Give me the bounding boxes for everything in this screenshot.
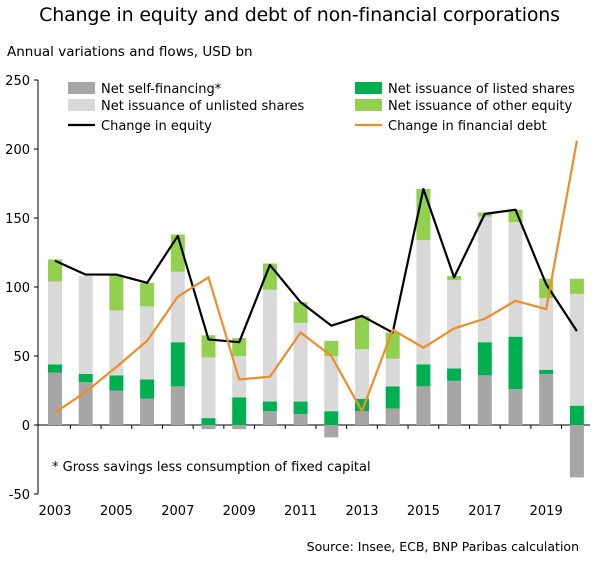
bar-segment [447,280,462,369]
bar-segment [109,390,124,425]
bar-segment [201,425,216,430]
bar-segment [569,425,584,478]
bar-segment [232,397,247,425]
bar-segment [355,411,369,425]
series-line [54,140,578,414]
x-tick-label: 2009 [223,504,256,519]
bar-segment [293,302,308,323]
bar-segment [447,380,462,425]
bar-segment [385,386,400,409]
bar-segment [140,306,155,380]
bar-segment [140,282,155,307]
chart-title: Change in equity and debt of non-financi… [39,4,560,26]
bar-segment [170,386,185,425]
bar-segment [78,373,93,383]
footnote: * Gross savings less consumption of fixe… [52,460,371,475]
bar-segment [477,375,492,425]
bar-segment [48,281,62,365]
legend-swatch [355,82,382,94]
x-tick-label: 2017 [468,504,501,519]
bar-segment [170,271,185,343]
legend-label: Net self-financing* [101,82,222,97]
bar-segment [477,216,492,343]
chart-axes: -50 0 50 100 150 200 250 2003 2005 2007 2009 2011 20… [5,74,590,519]
bar-segment [293,413,308,425]
bar-segment [48,259,62,282]
y-tick-label: 200 [5,143,30,158]
bar-segment [201,418,216,425]
y-tick-label: 50 [13,350,30,365]
legend-label: Change in financial debt [388,119,547,134]
bar-segment [140,398,155,425]
bar-segment [109,310,124,376]
bar-segment [262,289,277,402]
bar-segment [385,358,400,387]
bar-segment [477,342,492,376]
legend-swatch [68,82,95,94]
legend: Net self-financing* Net issuance of liste… [68,82,575,134]
bar-segment [324,356,339,412]
legend-label: Change in equity [101,119,212,134]
series-line [54,187,578,344]
y-tick-label: 0 [22,419,30,434]
x-tick-label: 2007 [161,504,194,519]
legend-swatch [355,99,382,111]
lines-layer [54,140,578,414]
bar-segment [539,298,554,370]
bar-segment [569,278,584,294]
x-tick-label: 2011 [284,504,317,519]
bar-segment [140,379,155,399]
bar-segment [416,386,431,425]
y-tick-label: 150 [5,212,30,227]
bar-segment [355,315,369,350]
bar-segment [109,274,124,311]
bar-segment [170,342,185,387]
legend-swatch [68,99,95,111]
bars-layer [48,189,584,478]
bar-segment [355,349,369,399]
bar-segment [508,336,523,390]
bar-segment [262,411,277,425]
bar-segment [293,401,308,414]
bar-segment [569,293,584,406]
x-tick-label: 2015 [407,504,440,519]
chart-subtitle: Annual variations and flows, USD bn [7,44,253,60]
bar-segment [539,369,554,374]
bar-segment [262,401,277,412]
bar-segment [324,340,339,356]
bar-segment [201,357,216,419]
bar-segment [293,322,308,402]
x-tick-label: 2003 [38,504,71,519]
x-tick-label: 2005 [100,504,133,519]
bar-segment [109,375,124,391]
bar-segment [324,411,339,425]
bar-segment [508,222,523,337]
x-tick-label: 2019 [530,504,563,519]
legend-label: Net issuance of unlisted shares [101,99,304,114]
bar-segment [416,364,431,387]
bar-segment [416,240,431,365]
legend-label: Net issuance of other equity [388,99,572,114]
bar-segment [78,275,93,374]
source-note: Source: Insee, ECB, BNP Paribas calculat… [306,539,579,554]
y-tick-label: 250 [5,74,30,89]
bar-segment [447,368,462,381]
bar-segment [232,425,247,430]
bar-segment [569,405,584,425]
bar-segment [385,408,400,425]
y-tick-label: 100 [5,281,30,296]
y-tick-label: -50 [9,488,30,503]
x-tick-label: 2013 [345,504,378,519]
bar-segment [48,372,62,425]
bar-segment [48,364,62,373]
legend-label: Net issuance of listed shares [388,82,575,97]
bar-segment [508,389,523,425]
bar-segment [539,373,554,425]
bar-segment [324,425,339,438]
